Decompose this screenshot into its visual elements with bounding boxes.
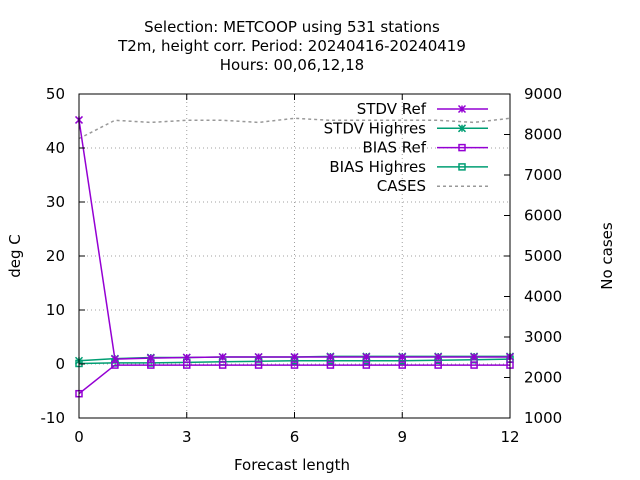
data-point bbox=[146, 354, 155, 363]
series-bias-ref bbox=[75, 361, 514, 398]
y2-tick-label: 3000 bbox=[524, 328, 562, 346]
y2-tick-label: 1000 bbox=[524, 409, 562, 427]
data-point bbox=[182, 353, 191, 362]
chart-title-line: Hours: 00,06,12,18 bbox=[220, 56, 364, 74]
chart-title-line: Selection: METCOOP using 531 stations bbox=[144, 18, 440, 36]
y-tick-label: 20 bbox=[46, 247, 65, 265]
y2-tick-label: 5000 bbox=[524, 247, 562, 265]
data-point bbox=[326, 352, 335, 362]
x-tick-label: 9 bbox=[397, 428, 407, 446]
legend-marker bbox=[457, 104, 467, 114]
x-tick-label: 3 bbox=[182, 428, 192, 446]
y2-tick-label: 8000 bbox=[524, 126, 562, 144]
x-tick-label: 12 bbox=[500, 428, 519, 446]
legend-label: BIAS Ref bbox=[362, 139, 426, 157]
data-point bbox=[290, 361, 299, 369]
data-point bbox=[362, 352, 371, 362]
legend-marker bbox=[458, 143, 466, 152]
grid bbox=[79, 94, 510, 418]
data-point bbox=[254, 361, 263, 369]
y-axis-label: deg C bbox=[6, 234, 24, 278]
data-point bbox=[183, 361, 191, 369]
data-point bbox=[218, 361, 227, 369]
y2-tick-label: 2000 bbox=[524, 369, 562, 387]
y-tick-label: -10 bbox=[41, 409, 66, 427]
y2-tick-label: 9000 bbox=[524, 85, 562, 103]
x-tick-label: 0 bbox=[74, 428, 84, 446]
series-line bbox=[78, 364, 510, 395]
y-tick-label: 10 bbox=[46, 301, 65, 319]
y-tick-label: 40 bbox=[46, 139, 65, 157]
legend-marker bbox=[458, 163, 466, 171]
legend-label: BIAS Highres bbox=[329, 158, 426, 176]
data-point bbox=[434, 352, 443, 362]
data-point bbox=[218, 352, 227, 362]
y2-tick-label: 4000 bbox=[524, 288, 562, 306]
chart-title-line: T2m, height corr. Period: 20240416-20240… bbox=[117, 37, 466, 55]
data-point bbox=[470, 352, 479, 362]
data-point bbox=[326, 361, 335, 369]
series-layer bbox=[74, 115, 515, 398]
legend-marker bbox=[457, 124, 467, 133]
legend-label: STDV Highres bbox=[324, 119, 427, 137]
data-point bbox=[147, 361, 155, 369]
series-stdv-ref bbox=[74, 115, 515, 364]
legend-label: STDV Ref bbox=[357, 100, 427, 118]
x-axis-label: Forecast length bbox=[234, 456, 350, 474]
y-tick-label: 50 bbox=[46, 85, 65, 103]
y-tick-label: 0 bbox=[55, 355, 65, 373]
data-point bbox=[290, 352, 299, 362]
data-point bbox=[254, 352, 263, 362]
data-point bbox=[434, 361, 442, 369]
x-tick-label: 6 bbox=[290, 428, 300, 446]
data-point bbox=[398, 352, 407, 362]
legend-label: CASES bbox=[377, 177, 426, 195]
series-line bbox=[78, 119, 510, 360]
data-point bbox=[398, 361, 406, 369]
data-point bbox=[110, 355, 119, 364]
y2-tick-label: 6000 bbox=[524, 207, 562, 225]
y-tick-label: 30 bbox=[46, 193, 65, 211]
axis-ticks: 0 3 6 9 12 -10 0 10 20 30 40 50 1000 2000 3000 4000 5000… bbox=[41, 85, 563, 446]
y2-tick-label: 7000 bbox=[524, 166, 562, 184]
data-point bbox=[470, 361, 478, 369]
y2-axis-label: No cases bbox=[598, 222, 616, 290]
data-point bbox=[362, 361, 371, 369]
chart-title: Selection: METCOOP using 531 stationsT2m… bbox=[117, 18, 466, 74]
